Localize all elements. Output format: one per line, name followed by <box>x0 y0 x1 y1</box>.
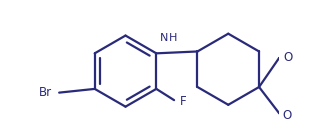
Text: Br: Br <box>39 86 52 99</box>
Text: O: O <box>284 51 293 64</box>
Text: F: F <box>180 95 186 108</box>
Text: N: N <box>160 33 168 43</box>
Text: O: O <box>283 108 292 122</box>
Text: H: H <box>169 33 177 43</box>
